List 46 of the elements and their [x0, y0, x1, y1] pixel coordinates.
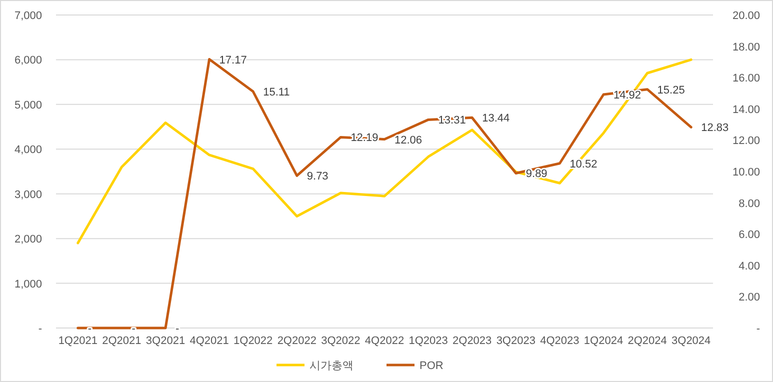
x-tick-label: 4Q2021 [190, 335, 229, 347]
data-label: 12.06 [394, 134, 422, 146]
x-tick-label: 4Q2022 [364, 335, 404, 347]
x-tick-label: 2Q2024 [628, 335, 667, 347]
data-label: 17.17 [219, 54, 247, 66]
data-label: - [88, 323, 92, 335]
x-tick-label: 3Q2023 [496, 335, 536, 347]
x-tick-label: 3Q2024 [672, 335, 711, 347]
data-label: 15.25 [657, 84, 685, 96]
y2-tick-label: 6.00 [738, 229, 760, 242]
x-tick-label: 2Q2021 [102, 335, 142, 347]
y2-tick-label: 2.00 [738, 292, 760, 304]
data-label: - [176, 323, 180, 335]
x-tick-label: 1Q2022 [234, 335, 273, 347]
y2-tick-label: 18.00 [732, 41, 760, 54]
y-tick-label: 4,000 [14, 144, 42, 156]
y-tick-label: 2,000 [14, 234, 42, 246]
data-label: 15.11 [263, 86, 290, 99]
y2-tick-label: - [756, 323, 760, 335]
legend-label: 시가총액 [310, 360, 354, 372]
y-tick-label: 5,000 [14, 99, 42, 112]
x-tick-label: 3Q2022 [321, 335, 360, 347]
x-tick-label: 1Q2021 [58, 335, 98, 347]
y-tick-label: 1,000 [14, 278, 42, 290]
x-tick-label: 4Q2023 [540, 335, 580, 347]
y-tick-label: 6,000 [14, 54, 42, 67]
legend-label: POR [420, 360, 444, 372]
y2-tick-label: 12.00 [732, 135, 760, 148]
data-label: 9.73 [306, 170, 328, 183]
y-tick-label: - [38, 323, 42, 335]
data-label: 13.44 [482, 112, 510, 125]
x-tick-label: 1Q2023 [408, 335, 448, 347]
x-tick-label: 1Q2024 [584, 335, 624, 347]
x-tick-label: 2Q2023 [452, 335, 492, 347]
y2-tick-label: 14.00 [732, 104, 760, 116]
y2-tick-label: 20.00 [732, 10, 760, 22]
x-tick-label: 2Q2022 [277, 335, 316, 347]
x-tick-label: 3Q2021 [146, 335, 186, 347]
y-tick-label: 7,000 [14, 10, 42, 22]
y2-tick-label: 4.00 [738, 260, 760, 272]
data-label: - [132, 323, 136, 335]
data-label: 12.83 [701, 122, 729, 134]
y2-tick-label: 10.00 [732, 166, 760, 178]
y2-tick-label: 8.00 [738, 198, 760, 210]
y2-tick-label: 16.00 [732, 72, 760, 85]
y-tick-label: 3,000 [14, 188, 42, 201]
